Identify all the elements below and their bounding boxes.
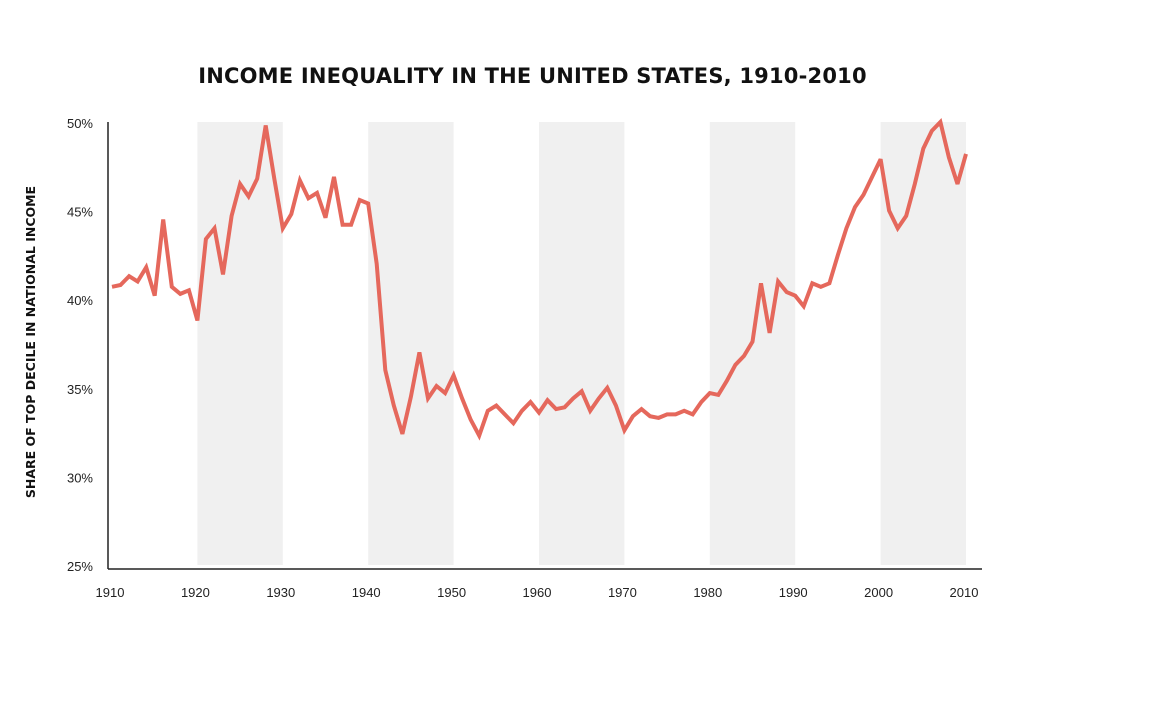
x-tick-label: 1960 <box>523 585 552 600</box>
series-line-top-decile-share <box>111 117 968 441</box>
x-tick-labels: 1910 1920 1930 1940 1950 1960 1970 1980 1990 2000… <box>96 585 979 600</box>
y-tick-labels: 25% 30% 35% 40% 45% 50% <box>67 116 93 574</box>
y-tick-label: 40% <box>67 293 93 308</box>
decade-band-1960 <box>539 122 625 565</box>
decade-bands <box>197 122 966 565</box>
decade-band-2000 <box>880 122 966 565</box>
y-tick-label: 35% <box>67 382 93 397</box>
x-tick-label: 1930 <box>266 585 295 600</box>
x-tick-label: 1970 <box>608 585 637 600</box>
y-tick-label: 25% <box>67 559 93 574</box>
y-axis-title: SHARE OF TOP DECILE IN NATIONAL INCOME <box>23 186 38 498</box>
x-tick-label: 1940 <box>352 585 381 600</box>
x-tick-label: 1950 <box>437 585 466 600</box>
axes <box>107 122 982 570</box>
x-tick-label: 2000 <box>864 585 893 600</box>
x-tick-label: 1990 <box>779 585 808 600</box>
y-tick-label: 50% <box>67 116 93 131</box>
y-tick-label: 30% <box>67 470 93 485</box>
x-tick-label: 1910 <box>96 585 125 600</box>
series-layer <box>111 117 968 441</box>
chart-title: INCOME INEQUALITY IN THE UNITED STATES, … <box>198 64 867 88</box>
y-tick-label: 45% <box>67 205 93 220</box>
x-tick-label: 1920 <box>181 585 210 600</box>
x-tick-label: 2010 <box>950 585 979 600</box>
x-tick-label: 1980 <box>693 585 722 600</box>
decade-band-1920 <box>197 122 283 565</box>
decade-band-1940 <box>368 122 454 565</box>
